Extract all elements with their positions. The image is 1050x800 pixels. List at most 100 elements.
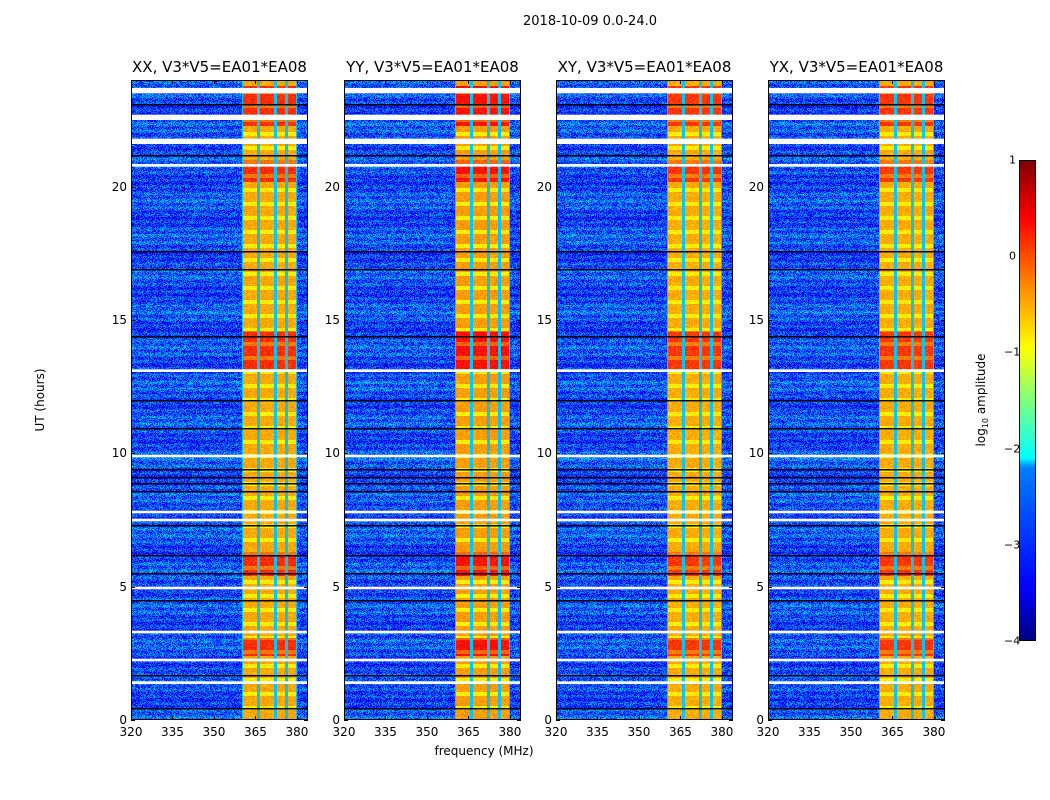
panel-title: YX, V3*V5=EA01*EA08 (769, 58, 944, 76)
panel-title: XY, V3*V5=EA01*EA08 (557, 58, 732, 76)
x-tick-mark (850, 80, 852, 84)
x-tick-mark (468, 80, 470, 84)
x-tick-mark (933, 716, 935, 720)
x-tick-mark (131, 80, 132, 84)
colorbar-tick-label: −2 (1004, 442, 1021, 456)
y-tick-mark (131, 186, 135, 188)
y-tick-mark (729, 186, 733, 188)
y-tick-label: 10 (111, 446, 127, 461)
x-tick-mark (255, 80, 257, 84)
y-tick-mark (131, 586, 135, 588)
spectrogram-image (556, 80, 733, 720)
colorbar-tick-label: −3 (1004, 538, 1021, 552)
y-tick-label: 20 (111, 179, 127, 194)
x-tick-mark (638, 80, 640, 84)
colorbar-tick-label: 1 (1009, 153, 1016, 167)
x-tick-mark (768, 716, 769, 720)
y-tick-mark (768, 586, 772, 588)
panel-2: YY, V3*V5=EA01*EA08 0 5 10 15 20 320 335 350 365 3… (325, 58, 522, 739)
x-tick-mark (556, 80, 557, 84)
x-tick-label: 320 (332, 725, 356, 739)
panel-4: YX, V3*V5=EA01*EA08 0 5 10 15 20 320 335 350 365 3… (749, 58, 946, 739)
x-tick-label: 335 (374, 725, 397, 739)
y-tick-mark (131, 453, 135, 455)
x-tick-mark (385, 716, 387, 720)
y-tick-label: 0 (544, 713, 552, 727)
y-tick-mark (729, 720, 733, 721)
y-tick-mark (304, 586, 308, 588)
x-tick-mark (638, 716, 640, 720)
x-axis-label: frequency (MHz) (434, 744, 534, 758)
x-tick-mark (597, 716, 599, 720)
y-tick-mark (304, 453, 308, 455)
x-tick-mark (131, 716, 132, 720)
y-tick-mark (556, 453, 560, 455)
x-tick-mark (721, 80, 723, 84)
y-tick-label: 5 (544, 579, 552, 594)
y-tick-mark (941, 186, 945, 188)
panel-title: YY, V3*V5=EA01*EA08 (346, 58, 519, 76)
x-tick-label: 320 (544, 725, 568, 739)
spectrogram-image (131, 80, 308, 720)
x-tick-mark (344, 80, 345, 84)
x-tick-mark (426, 80, 428, 84)
y-tick-label: 10 (536, 446, 552, 461)
x-tick-label: 335 (798, 725, 821, 739)
x-tick-mark (255, 716, 257, 720)
x-tick-label: 365 (457, 725, 480, 739)
y-tick-label: 20 (748, 179, 764, 194)
colorbar-label: log10 amplitude (973, 353, 991, 447)
x-tick-label: 380 (922, 725, 946, 739)
y-tick-mark (517, 453, 521, 455)
y-tick-label: 10 (324, 446, 340, 461)
x-tick-mark (296, 80, 298, 84)
y-tick-mark (517, 320, 521, 321)
x-tick-mark (385, 80, 387, 84)
x-tick-mark (468, 716, 470, 720)
panel-title: XX, V3*V5=EA01*EA08 (132, 58, 307, 76)
y-tick-label: 10 (748, 446, 764, 461)
x-tick-label: 320 (756, 725, 780, 739)
x-tick-mark (172, 80, 174, 84)
x-tick-label: 335 (586, 725, 609, 739)
colorbar (1019, 160, 1036, 641)
colorbar-tick-label: −4 (1004, 634, 1021, 648)
x-tick-mark (509, 80, 511, 84)
y-tick-mark (517, 586, 521, 588)
y-tick-mark (941, 320, 945, 321)
x-tick-label: 365 (244, 725, 267, 739)
y-tick-mark (131, 720, 135, 721)
y-tick-mark (304, 720, 308, 721)
y-tick-mark (556, 586, 560, 588)
x-tick-label: 380 (285, 725, 309, 739)
x-tick-label: 380 (710, 725, 734, 739)
y-tick-label: 20 (324, 179, 340, 194)
x-tick-label: 350 (202, 725, 226, 739)
x-tick-mark (426, 716, 428, 720)
panel-3: XY, V3*V5=EA01*EA08 0 5 10 15 20 320 335 350 365 3… (537, 58, 734, 739)
y-tick-mark (768, 720, 772, 721)
y-tick-mark (344, 320, 348, 321)
x-tick-label: 350 (415, 725, 439, 739)
y-tick-mark (768, 453, 772, 455)
y-tick-mark (941, 720, 945, 721)
y-tick-mark (304, 320, 308, 321)
y-axis-label: UT (hours) (33, 368, 47, 432)
y-tick-mark (556, 720, 560, 721)
y-tick-mark (941, 586, 945, 588)
x-tick-mark (768, 80, 769, 84)
x-tick-mark (556, 716, 557, 720)
y-tick-label: 0 (332, 713, 340, 727)
y-tick-label: 15 (111, 313, 127, 327)
y-tick-label: 20 (536, 179, 552, 194)
y-tick-label: 5 (756, 579, 764, 594)
x-tick-mark (809, 80, 811, 84)
x-tick-mark (509, 716, 511, 720)
x-tick-label: 350 (839, 725, 863, 739)
x-tick-mark (172, 716, 174, 720)
y-tick-label: 15 (536, 313, 552, 327)
y-tick-label: 0 (119, 713, 127, 727)
spectrogram-image (768, 80, 945, 720)
y-tick-mark (729, 320, 733, 321)
